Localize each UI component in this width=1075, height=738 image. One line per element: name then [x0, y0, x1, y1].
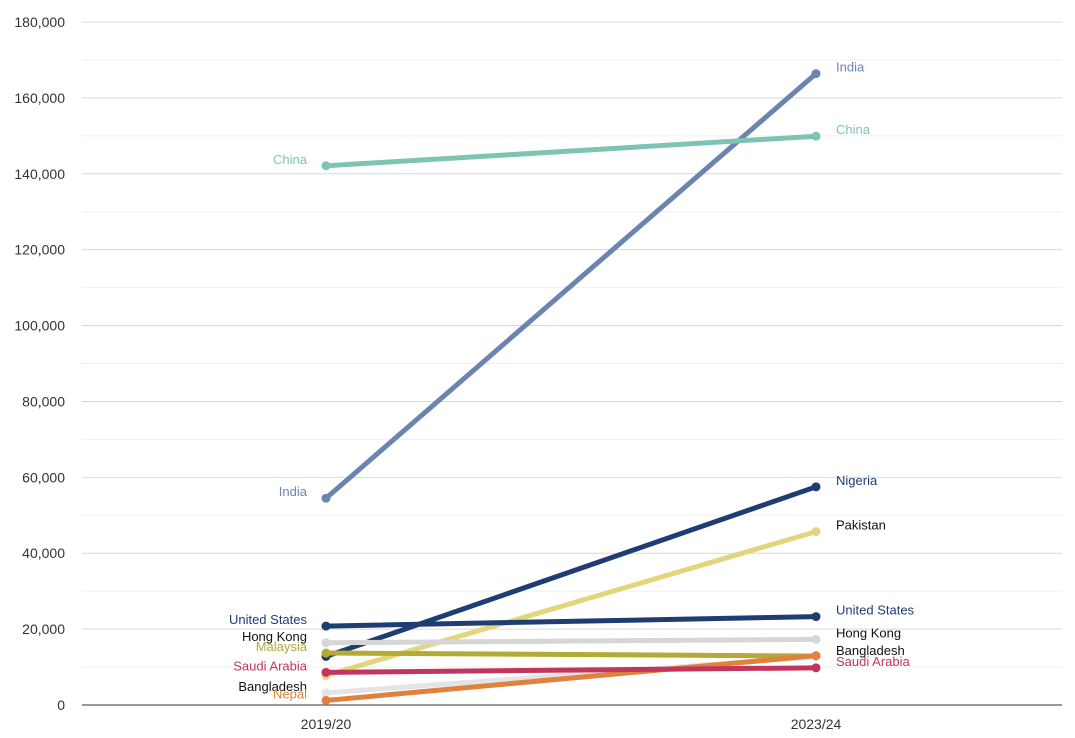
- data-point: [321, 688, 331, 698]
- series-line: [323, 133, 819, 169]
- y-tick-label: 100,000: [14, 318, 65, 334]
- data-point: [321, 648, 331, 658]
- series-label-start: Malaysia: [256, 639, 308, 654]
- data-point: [321, 695, 331, 705]
- series-label-start: Saudi Arabia: [233, 658, 307, 673]
- y-tick-label: 60,000: [22, 469, 65, 485]
- y-tick-label: 120,000: [14, 242, 65, 258]
- series-label-start: China: [273, 152, 308, 167]
- x-tick-label: 2023/24: [791, 716, 842, 732]
- series-label-start: India: [279, 484, 308, 499]
- series-label-end: Bangladesh: [836, 643, 905, 658]
- series-label-start: United States: [229, 612, 308, 627]
- series-line: [323, 636, 819, 646]
- series-line: [323, 665, 819, 675]
- data-point: [811, 651, 821, 661]
- series-label-end: Pakistan: [836, 518, 886, 533]
- data-point: [811, 131, 821, 141]
- y-tick-label: 0: [57, 697, 65, 713]
- series-label-end: Saudi Arabia: [836, 654, 910, 669]
- series-line: [323, 484, 819, 659]
- data-point: [811, 527, 821, 537]
- series-line: [323, 614, 819, 629]
- series-label-end: India: [836, 60, 865, 75]
- data-point: [321, 493, 331, 503]
- y-tick-label: 140,000: [14, 166, 65, 182]
- data-point: [811, 69, 821, 79]
- data-point: [321, 161, 331, 171]
- y-tick-label: 20,000: [22, 621, 65, 637]
- y-tick-label: 160,000: [14, 90, 65, 106]
- series-label-end: Nigeria: [836, 473, 878, 488]
- series-label-start: Hong Kong: [242, 629, 307, 644]
- data-point: [811, 634, 821, 644]
- data-point: [811, 482, 821, 492]
- series-line: [323, 71, 819, 501]
- series-line: [323, 650, 819, 659]
- y-tick-label: 180,000: [14, 14, 65, 30]
- series-line: [323, 653, 819, 703]
- y-tick-label: 40,000: [22, 545, 65, 561]
- grid-lines: [82, 21, 1062, 668]
- series-label-end: China: [836, 122, 871, 137]
- data-point: [321, 621, 331, 631]
- series-label-end: Hong Kong: [836, 625, 901, 640]
- axes: 0 20,000 40,000 60,000 80,000 100,000 120,000 1…: [14, 14, 1062, 732]
- data-point: [321, 638, 331, 648]
- series-label-start: Nepal: [273, 686, 307, 701]
- x-tick-label: 2019/20: [301, 716, 352, 732]
- series-labels: India India China China Nigeria Pakistan Unite…: [229, 60, 915, 702]
- series-label-start: Bangladesh: [238, 679, 307, 694]
- series-lines: [321, 69, 821, 705]
- series-label-end: United States: [836, 603, 915, 618]
- y-tick-label: 80,000: [22, 393, 65, 409]
- data-point: [811, 612, 821, 622]
- data-point: [321, 667, 331, 677]
- data-point: [811, 663, 821, 673]
